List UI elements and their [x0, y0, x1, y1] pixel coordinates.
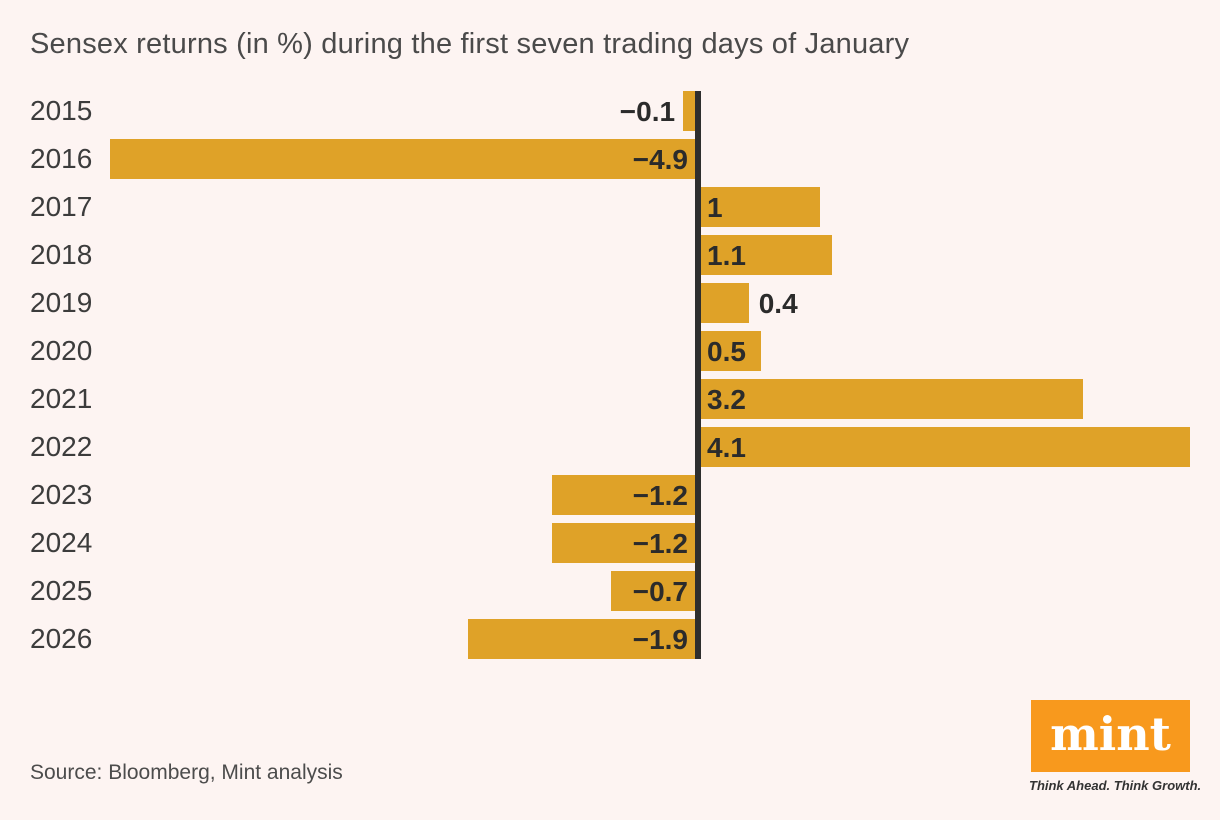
source-note: Source: Bloomberg, Mint analysis — [30, 761, 343, 784]
year-label-2026: 2026 — [30, 623, 93, 654]
value-label-2022: 4.1 — [707, 432, 746, 463]
year-label-2020: 2020 — [30, 335, 93, 366]
value-label-2019: 0.4 — [758, 288, 798, 319]
value-label-2017: 1 — [707, 192, 723, 223]
mint-logo-wordmark: mint — [1050, 707, 1171, 761]
bar-2019 — [701, 283, 749, 323]
chart-title: Sensex returns (in %) during the first s… — [30, 28, 910, 60]
year-label-2022: 2022 — [30, 431, 93, 462]
bar-2026 — [468, 619, 695, 659]
bar-2024 — [551, 523, 695, 563]
bar-2025 — [611, 571, 695, 611]
year-label-2021: 2021 — [30, 383, 93, 414]
bar-2015 — [683, 91, 695, 131]
bar-2021 — [701, 379, 1083, 419]
value-label-2018: 1.1 — [707, 240, 746, 271]
year-label-2015: 2015 — [30, 95, 93, 126]
year-label-2018: 2018 — [30, 239, 93, 270]
value-label-2021: 3.2 — [707, 384, 746, 415]
value-label-2023: −1.2 — [632, 480, 688, 511]
bar-2018 — [701, 235, 833, 275]
year-label-2017: 2017 — [30, 191, 93, 222]
value-label-2015: −0.1 — [619, 96, 676, 127]
value-label-2025: −0.7 — [632, 576, 688, 607]
year-label-2016: 2016 — [30, 143, 93, 174]
value-label-2026: −1.9 — [632, 624, 688, 655]
plot-area: 2015 −0.1 2016 −4.9 2017 1 2018 1.1 2019 0.4 2020 0… — [0, 91, 1220, 659]
bar-2020 — [701, 331, 761, 371]
mint-logo: mint — [1031, 700, 1190, 772]
value-label-2016: −4.9 — [632, 144, 688, 175]
bar-2022 — [701, 427, 1191, 467]
zero-axis-line — [695, 91, 701, 659]
value-label-2020: 0.5 — [707, 336, 746, 367]
bar-2023 — [551, 475, 695, 515]
mint-logo-tagline: Think Ahead. Think Growth. — [1029, 778, 1202, 793]
value-label-2024: −1.2 — [632, 528, 688, 559]
year-label-2025: 2025 — [30, 575, 93, 606]
year-label-2019: 2019 — [30, 287, 93, 318]
bar-2017 — [701, 187, 821, 227]
bar-2016 — [110, 139, 695, 179]
year-label-2023: 2023 — [30, 479, 93, 510]
year-label-2024: 2024 — [30, 527, 93, 558]
